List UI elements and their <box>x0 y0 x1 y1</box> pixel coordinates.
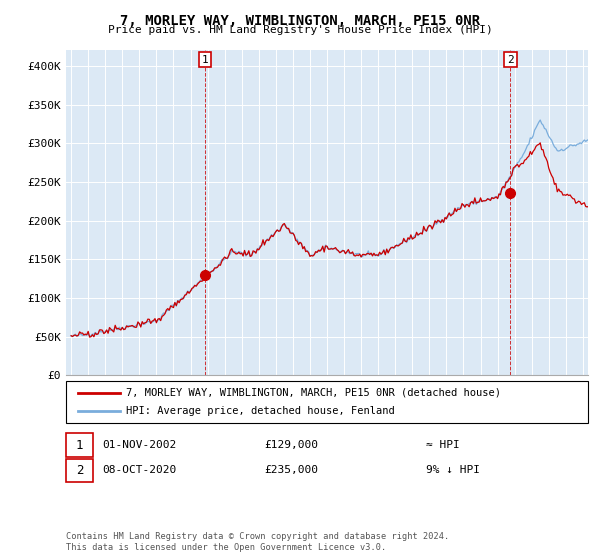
Text: 9% ↓ HPI: 9% ↓ HPI <box>426 465 480 475</box>
Text: ≈ HPI: ≈ HPI <box>426 440 460 450</box>
Text: £235,000: £235,000 <box>264 465 318 475</box>
Text: 7, MORLEY WAY, WIMBLINGTON, MARCH, PE15 0NR (detached house): 7, MORLEY WAY, WIMBLINGTON, MARCH, PE15 … <box>126 388 501 398</box>
Text: 1: 1 <box>202 55 208 65</box>
Text: Price paid vs. HM Land Registry's House Price Index (HPI): Price paid vs. HM Land Registry's House … <box>107 25 493 35</box>
Text: 01-NOV-2002: 01-NOV-2002 <box>102 440 176 450</box>
Text: £129,000: £129,000 <box>264 440 318 450</box>
Text: 08-OCT-2020: 08-OCT-2020 <box>102 465 176 475</box>
Text: HPI: Average price, detached house, Fenland: HPI: Average price, detached house, Fenl… <box>126 406 395 416</box>
Text: 2: 2 <box>507 55 514 65</box>
Text: Contains HM Land Registry data © Crown copyright and database right 2024.
This d: Contains HM Land Registry data © Crown c… <box>66 532 449 552</box>
Text: 1: 1 <box>76 438 83 452</box>
Text: 7, MORLEY WAY, WIMBLINGTON, MARCH, PE15 0NR: 7, MORLEY WAY, WIMBLINGTON, MARCH, PE15 … <box>120 14 480 28</box>
Text: 2: 2 <box>76 464 83 477</box>
